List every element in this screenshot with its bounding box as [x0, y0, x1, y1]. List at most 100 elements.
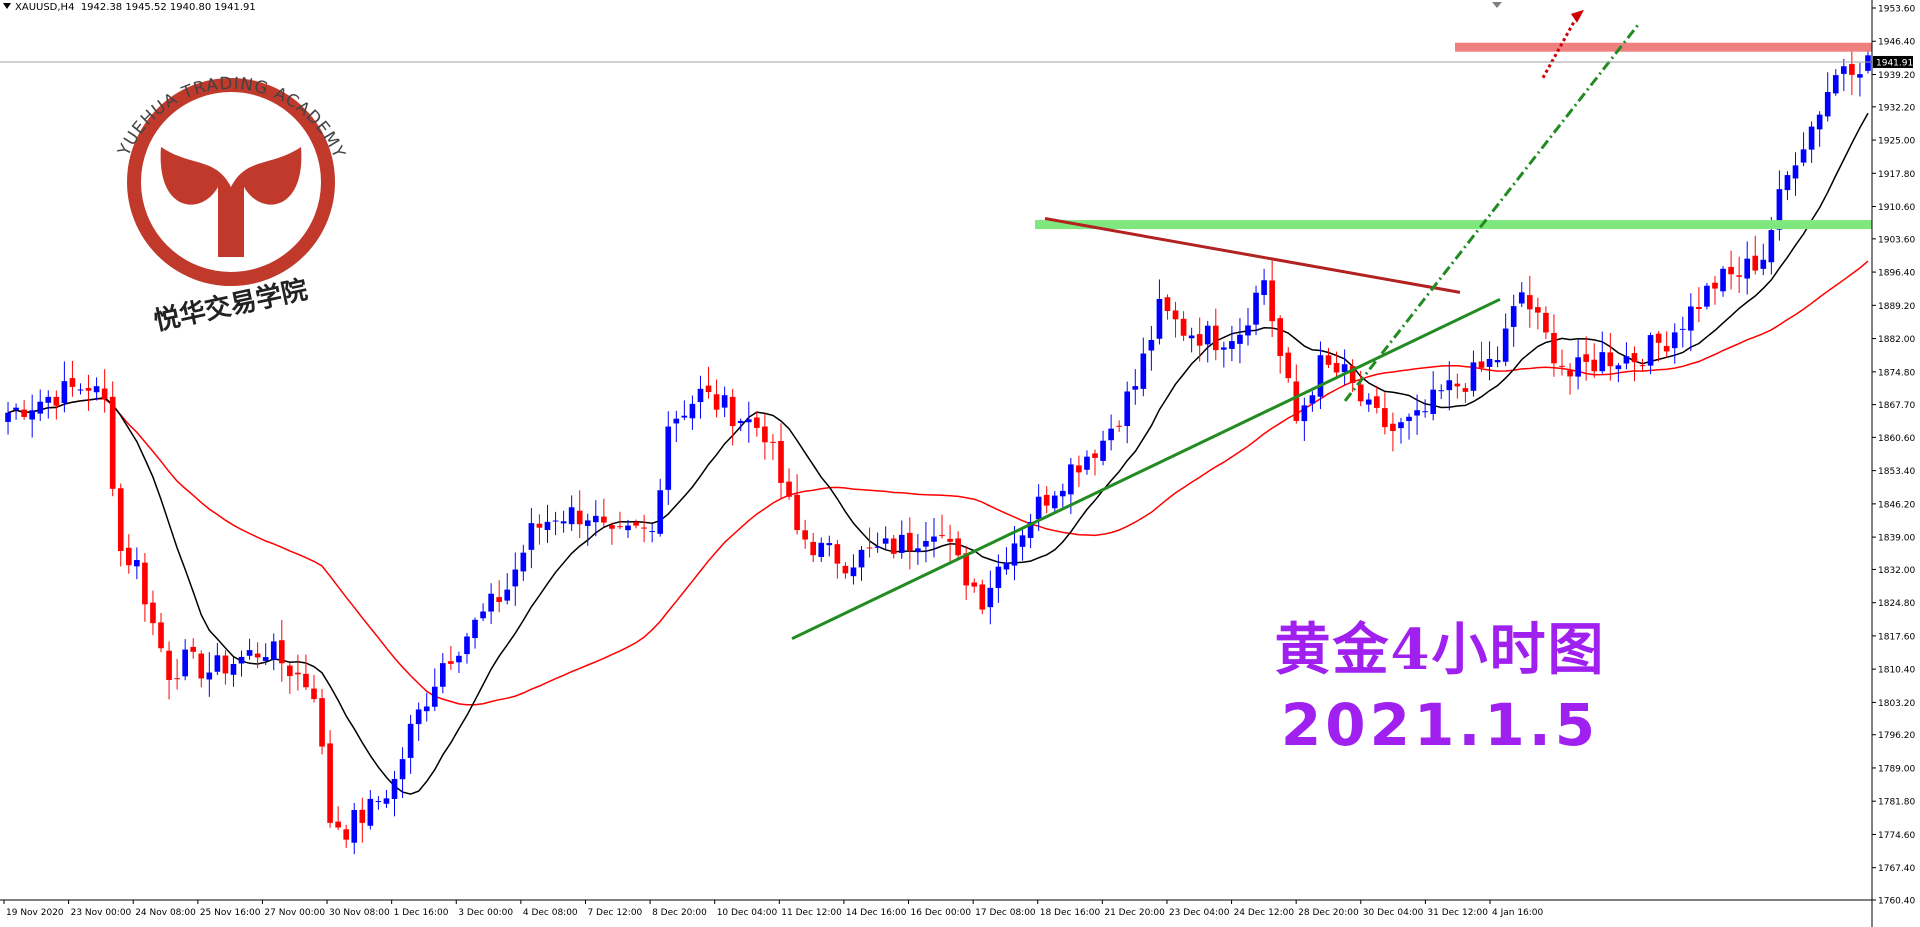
candle-body [1647, 335, 1654, 366]
candle-body [1784, 175, 1791, 191]
candle-body [238, 656, 245, 664]
drawings [0, 9, 1872, 641]
candle-body [5, 412, 11, 422]
candle-body [488, 593, 494, 612]
price-tick-label: 1925.00 [1878, 137, 1915, 147]
candle-body [713, 394, 720, 410]
candle-body [1623, 356, 1630, 364]
candle-body [1768, 230, 1775, 263]
candle-body [1390, 423, 1396, 431]
candle-body [222, 655, 229, 674]
candle-body [1559, 365, 1565, 367]
projection-arrow-shaft [1541, 19, 1577, 79]
dropdown-triangle-icon[interactable] [3, 3, 11, 9]
price-tick-label: 1846.20 [1878, 500, 1915, 510]
candle-body [633, 522, 639, 526]
projection-arrow-head [1571, 9, 1584, 23]
candle-body [1374, 396, 1380, 408]
time-tick-label: 8 Dec 20:00 [652, 908, 707, 918]
candle-body [391, 778, 398, 799]
candle-body [745, 419, 752, 423]
candle-body [1221, 347, 1227, 350]
candle-body [375, 801, 382, 803]
candle-body [182, 649, 188, 677]
candle-body [61, 381, 68, 403]
candle-body [931, 536, 937, 542]
candle-body [520, 552, 527, 572]
time-tick-label: 23 Dec 04:00 [1169, 908, 1230, 918]
candle-body [1229, 341, 1235, 349]
candle-body [1671, 332, 1678, 349]
candle-body [1631, 353, 1638, 363]
candle-body [254, 653, 261, 658]
candle-body [1583, 354, 1589, 362]
time-tick-label: 14 Dec 16:00 [846, 908, 907, 918]
candle-body [1639, 365, 1646, 367]
candle-body [665, 426, 672, 490]
candle-body [1261, 280, 1267, 295]
candle-body [158, 622, 164, 649]
candle-body [431, 686, 438, 707]
candle-body [1108, 428, 1114, 441]
candle-body [1655, 333, 1662, 343]
candle-body [1011, 543, 1018, 566]
candle-body [584, 520, 591, 526]
candle-body [303, 673, 309, 688]
candle-body [979, 584, 986, 610]
candle-body [1688, 306, 1694, 331]
candle-body [1188, 335, 1195, 339]
candle-body [609, 525, 615, 529]
candle-body [1277, 318, 1284, 356]
candle-body [1865, 55, 1871, 71]
candle-body [480, 611, 486, 619]
candle-body [1857, 74, 1863, 78]
candle-body [657, 490, 664, 534]
candle-body [101, 388, 108, 399]
candle-body [1382, 408, 1388, 428]
candle-body [802, 530, 808, 540]
price-tick-label: 1760.40 [1878, 897, 1915, 907]
candle-body [230, 664, 237, 675]
candle-body [1494, 360, 1501, 363]
candle-body [1100, 440, 1106, 461]
candle-body [625, 525, 631, 531]
candle-body [955, 538, 961, 556]
candle-body [1728, 266, 1734, 275]
candle-body [117, 488, 124, 551]
candle-body [472, 619, 478, 638]
candle-body [407, 723, 414, 758]
candle-body [649, 530, 655, 532]
candle-body [77, 389, 84, 391]
price-axis: 1953.60 1946.40 1939.20 1932.20 1925.00 1917.… [1871, 0, 1915, 927]
price-tick-label: 1817.60 [1878, 632, 1915, 642]
candle-body [1736, 275, 1742, 277]
time-tick-label: 17 Dec 08:00 [975, 908, 1036, 918]
candle-body [1575, 357, 1581, 377]
price-tick-label: 1781.80 [1878, 798, 1915, 808]
candle-body [810, 541, 817, 556]
candle-body [882, 538, 889, 544]
chart-header: XAUUSD,H4 1942.38 1945.52 1940.80 1941.9… [3, 2, 256, 13]
candle-body [770, 441, 776, 443]
candle-body [681, 415, 688, 418]
candle-body [423, 706, 430, 712]
candle-body [21, 409, 27, 417]
candle-body [1156, 298, 1163, 339]
price-tick-label: 1853.40 [1878, 467, 1915, 477]
candle-body [1824, 91, 1831, 117]
time-tick-label: 31 Dec 12:00 [1427, 908, 1488, 918]
candle-body [874, 546, 881, 548]
candle-body [1696, 307, 1702, 310]
candle-body [850, 567, 857, 577]
price-tick-label: 1946.40 [1878, 38, 1915, 48]
candle-body [142, 562, 148, 605]
candle-body [1092, 453, 1098, 458]
candle-body [1245, 325, 1251, 336]
candle-body [544, 521, 551, 530]
candle-body [1164, 297, 1171, 312]
candle-body [198, 653, 205, 679]
candle-body [1341, 364, 1348, 373]
candle-body [1269, 280, 1275, 322]
